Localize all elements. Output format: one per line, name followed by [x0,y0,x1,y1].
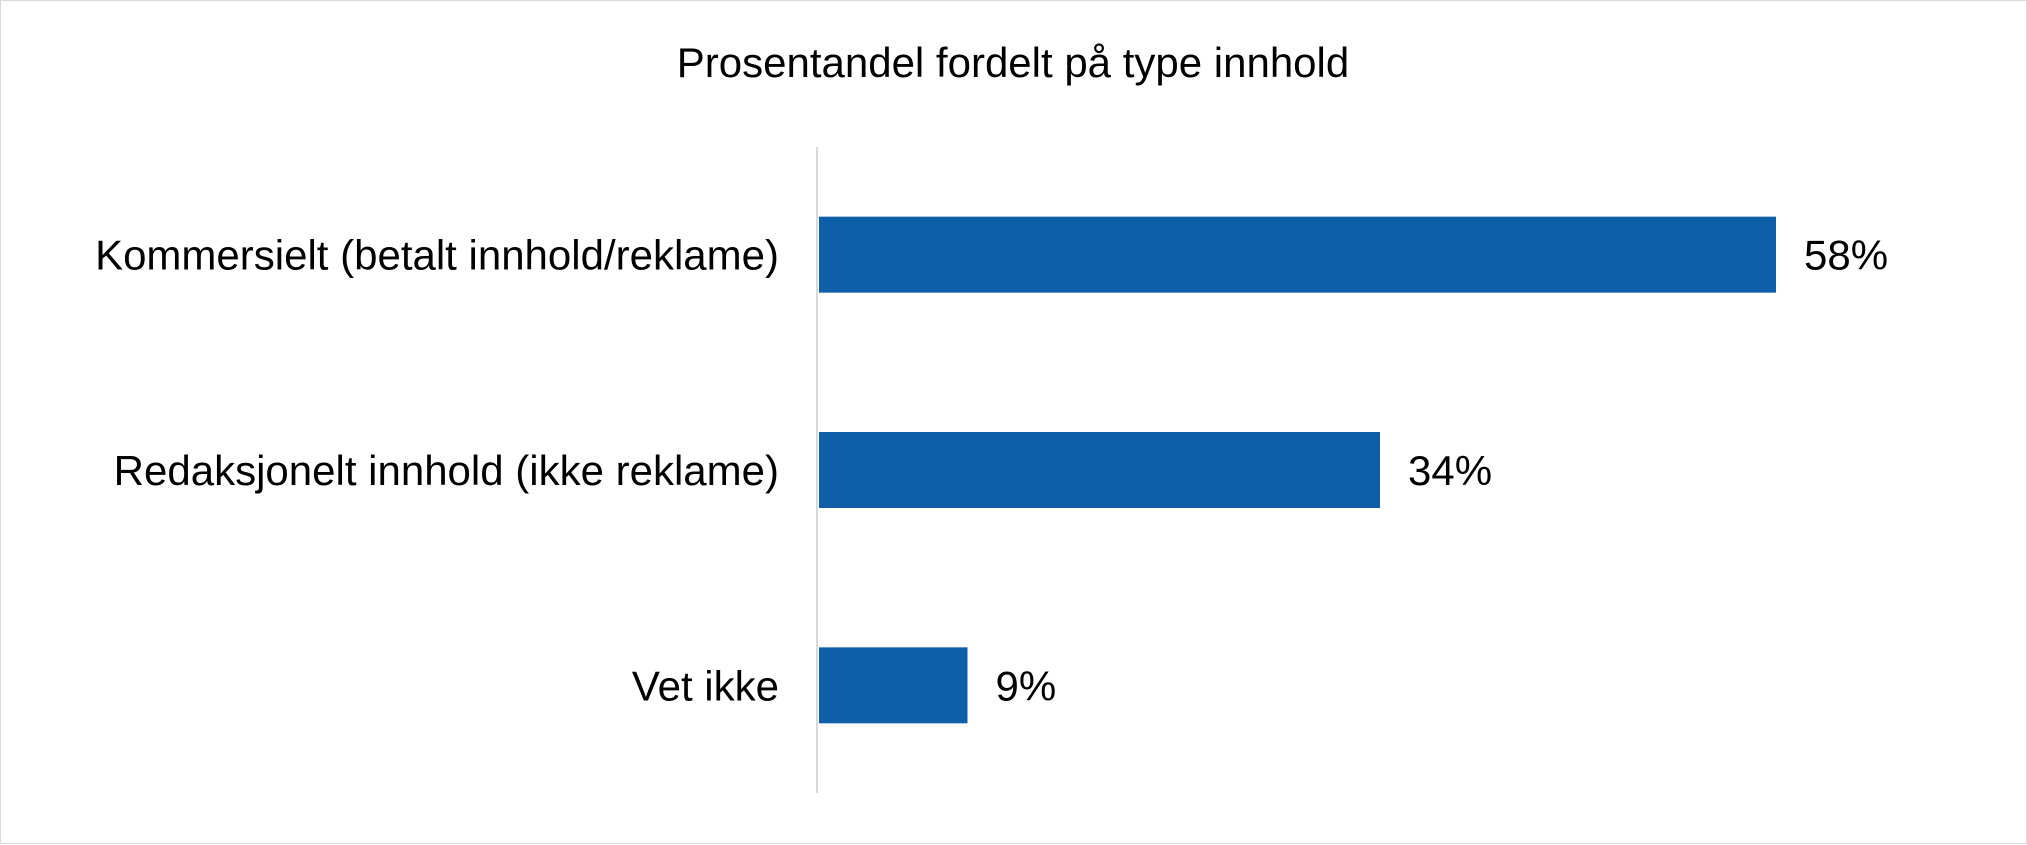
bar-2 [819,432,1380,508]
value-label-2: 34% [1408,447,1492,494]
bars-group: Kommersielt (betalt innhold/reklame) 58% R… [95,216,1888,724]
bar-3 [819,647,968,724]
category-label-2: Redaksjonelt innhold (ikke reklame) [114,447,779,494]
bar-1 [819,216,1776,293]
value-label-3: 9% [996,662,1057,709]
value-label-1: 58% [1804,232,1888,279]
category-label-1: Kommersielt (betalt innhold/reklame) [95,232,779,279]
chart-title: Prosentandel fordelt på type innhold [677,39,1349,86]
category-label-3: Vet ikke [632,662,779,709]
